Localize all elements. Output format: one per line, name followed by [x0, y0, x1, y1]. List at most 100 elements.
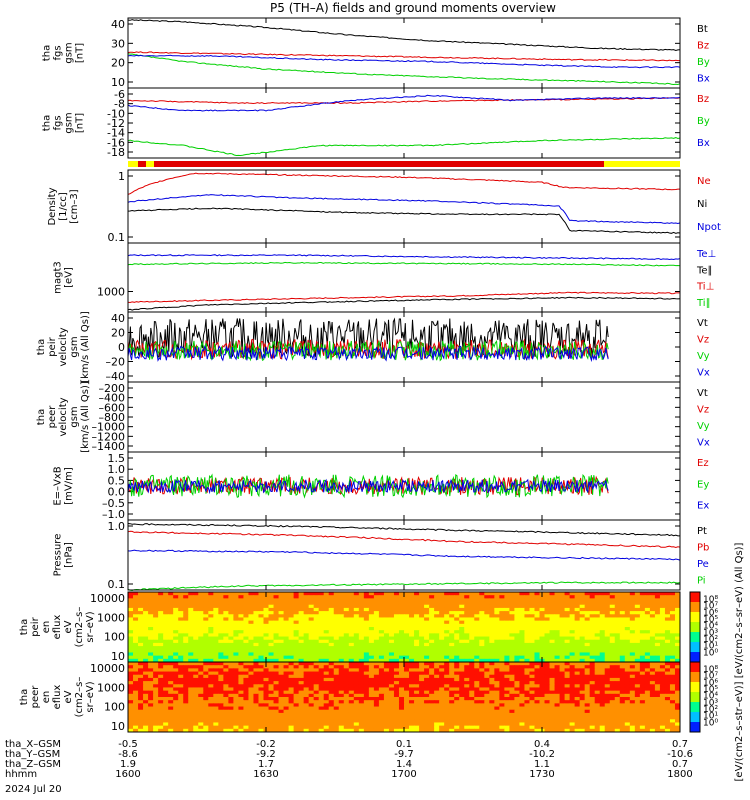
heatmap-cell — [173, 604, 179, 609]
p9-panel: thapeirenefluxeV(cm2–s–sr–eV)10000100010… — [19, 591, 681, 663]
heatmap-cell — [148, 595, 154, 599]
heatmap-cell — [213, 687, 219, 692]
heatmap-cell — [358, 662, 365, 666]
heatmap-cell — [328, 725, 335, 730]
heatmap-cell — [373, 662, 380, 666]
heatmap-cell — [549, 712, 556, 717]
heatmap-cell — [504, 614, 510, 618]
heatmap-cell — [579, 681, 586, 685]
heatmap-cell — [393, 636, 400, 641]
heatmap-cell — [358, 607, 365, 612]
heatmap-cell — [484, 674, 490, 679]
heatmap-cell — [459, 684, 465, 688]
heatmap-cell — [554, 674, 561, 679]
heatmap-cell — [368, 728, 375, 733]
heatmap-cell — [464, 633, 470, 638]
heatmap-cell — [398, 646, 405, 650]
heatmap-cell — [333, 592, 340, 596]
heatmap-cell — [594, 604, 601, 609]
heatmap-cell — [348, 639, 355, 644]
plot-title: P5 (TH–A) fields and ground moments over… — [270, 1, 556, 15]
heatmap-cell — [554, 639, 561, 644]
heatmap-cell — [424, 658, 430, 663]
heatmap-cell — [223, 598, 229, 603]
heatmap-cell — [128, 646, 134, 650]
heatmap-cell — [454, 719, 460, 723]
heatmap-cell — [288, 627, 295, 631]
heatmap-cell — [439, 595, 445, 599]
heatmap-cell — [323, 617, 330, 622]
heatmap-cell — [634, 646, 641, 650]
heatmap-cell — [283, 677, 290, 682]
ytick-label: -18 — [107, 146, 125, 159]
heatmap-cell — [624, 592, 631, 596]
heatmap-cell — [388, 658, 395, 663]
heatmap-cell — [158, 601, 164, 606]
heatmap-cell — [594, 674, 601, 679]
heatmap-cell — [474, 716, 480, 720]
heatmap-cell — [519, 658, 525, 663]
heatmap-cell — [173, 668, 179, 673]
heatmap-cell — [609, 687, 616, 692]
heatmap-cell — [454, 674, 460, 679]
heatmap-cell — [163, 636, 169, 641]
heatmap-cell — [629, 598, 636, 603]
heatmap-cell — [203, 595, 209, 599]
heatmap-cell — [168, 671, 174, 676]
heatmap-cell — [313, 693, 320, 698]
heatmap-cell — [579, 697, 586, 701]
heatmap-cell — [499, 630, 505, 634]
heatmap-cell — [529, 709, 535, 714]
ylabel-line: [nT] — [75, 43, 86, 63]
heatmap-cell — [664, 614, 671, 618]
heatmap-cell — [564, 725, 571, 730]
heatmap-cell — [258, 681, 264, 685]
heatmap-cell — [574, 601, 581, 606]
heatmap-cell — [253, 658, 259, 663]
heatmap-cell — [358, 601, 365, 606]
heatmap-cell — [198, 630, 204, 634]
heatmap-cell — [378, 636, 385, 641]
heatmap-cell — [263, 684, 270, 688]
heatmap-cell — [579, 607, 586, 612]
heatmap-cell — [529, 728, 535, 733]
heatmap-cell — [549, 655, 556, 660]
heatmap-cell — [544, 601, 551, 606]
heatmap-cell — [398, 684, 405, 688]
heatmap-cell — [228, 706, 234, 711]
heatmap-cell — [333, 687, 340, 692]
heatmap-cell — [484, 703, 490, 708]
heatmap-cell — [649, 665, 656, 669]
heatmap-cell — [288, 598, 295, 603]
heatmap-cell — [554, 633, 561, 638]
heatmap-cell — [318, 677, 325, 682]
ytick-label: -10 — [107, 107, 125, 120]
heatmap-cell — [469, 598, 475, 603]
heatmap-cell — [449, 687, 455, 692]
heatmap-cell — [233, 706, 239, 711]
heatmap-cell — [203, 627, 209, 631]
heatmap-cell — [193, 681, 199, 685]
heatmap-cell — [188, 712, 194, 717]
heatmap-cell — [434, 611, 440, 615]
heatmap-cell — [168, 642, 174, 647]
heatmap-cell — [193, 627, 199, 631]
heatmap-cell — [328, 655, 335, 660]
heatmap-cell — [564, 642, 571, 647]
heatmap-cell — [404, 617, 410, 622]
heatmap-cell — [604, 614, 611, 618]
heatmap-cell — [383, 636, 390, 641]
heatmap-cell — [464, 630, 470, 634]
heatmap-cell — [393, 697, 400, 701]
heatmap-cell — [238, 617, 244, 622]
heatmap-cell — [203, 617, 209, 622]
heatmap-cell — [469, 607, 475, 612]
heatmap-cell — [278, 611, 285, 615]
heatmap-cell — [383, 649, 390, 653]
heatmap-cell — [238, 700, 244, 704]
ylabel-line: [km/s (All Qs)] — [80, 311, 91, 383]
heatmap-cell — [308, 709, 315, 714]
heatmap-cell — [388, 630, 395, 634]
heatmap-cell — [163, 690, 169, 695]
heatmap-cell — [288, 687, 295, 692]
